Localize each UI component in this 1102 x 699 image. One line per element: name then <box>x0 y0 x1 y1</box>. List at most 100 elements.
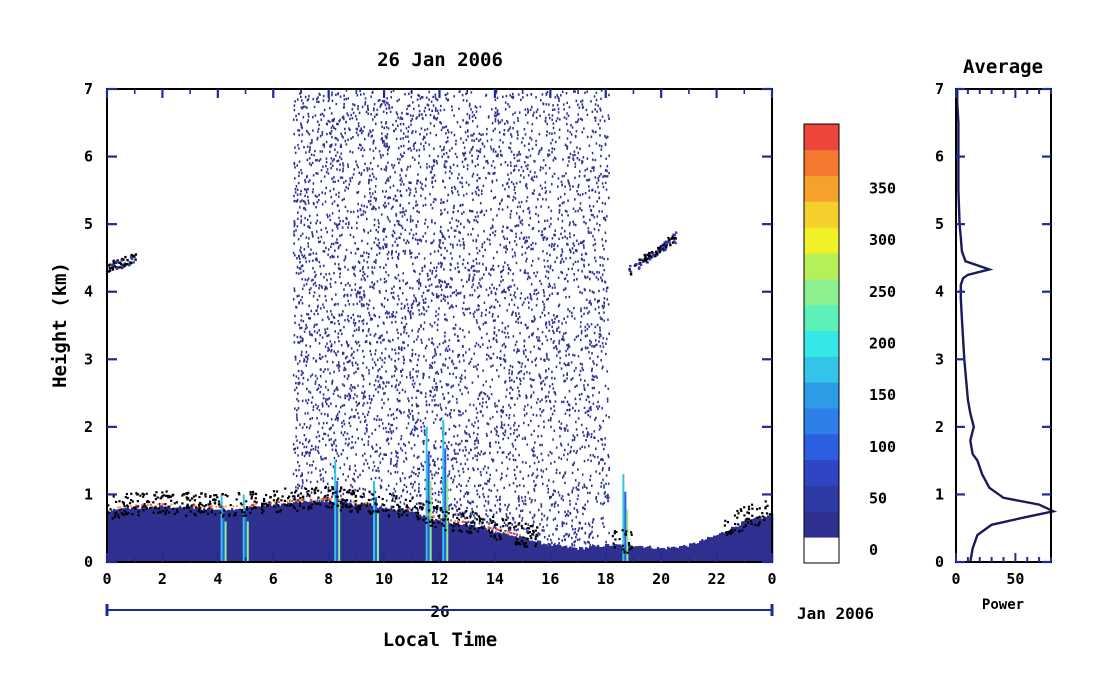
noise-cell <box>515 351 518 354</box>
noise-cell <box>579 321 582 324</box>
noise-cell <box>326 278 328 282</box>
noise-cell <box>326 287 328 290</box>
noise-cell <box>524 405 526 408</box>
noise-cell <box>552 104 554 107</box>
noise-cell <box>569 250 572 253</box>
bl-column <box>549 543 552 562</box>
noise-cell <box>306 356 309 359</box>
noise-cell <box>511 255 514 258</box>
noise-cell <box>453 424 455 428</box>
noise-cell <box>567 443 570 446</box>
noise-cell <box>357 260 360 263</box>
noise-cell <box>362 378 365 381</box>
noise-cell <box>504 359 507 362</box>
noise-cell <box>412 507 414 510</box>
noise-cell <box>474 310 476 314</box>
noise-cell <box>363 355 365 358</box>
noise-cell <box>408 92 410 96</box>
noise-cell <box>514 191 517 195</box>
noise-cell <box>601 342 604 345</box>
noise-cell <box>605 540 607 544</box>
noise-cell <box>464 151 467 155</box>
bl-column <box>483 528 486 562</box>
noise-cell <box>469 294 471 297</box>
noise-cell <box>357 215 359 219</box>
noise-cell <box>441 155 444 158</box>
noise-cell <box>526 403 529 407</box>
noise-cell <box>483 213 486 217</box>
noise-cell <box>547 277 549 280</box>
noise-cell <box>469 360 472 364</box>
noise-cell <box>444 186 446 189</box>
noise-cell <box>329 162 332 165</box>
noise-cell <box>573 354 576 357</box>
noise-cell <box>548 153 551 157</box>
noise-cell <box>457 292 460 295</box>
noise-cell <box>349 180 352 183</box>
noise-cell <box>410 306 413 309</box>
noise-cell <box>378 469 380 473</box>
noise-cell <box>469 512 472 515</box>
noise-cell <box>332 158 335 161</box>
noise-cell <box>362 349 364 353</box>
noise-cell <box>573 317 576 320</box>
noise-cell <box>439 241 441 245</box>
noise-cell <box>425 285 427 288</box>
noise-cell <box>341 176 344 179</box>
noise-cell <box>581 473 584 476</box>
noise-cell <box>597 455 599 459</box>
noise-cell <box>461 212 463 215</box>
noise-cell <box>489 445 492 448</box>
noise-cell <box>499 138 502 142</box>
bl-column <box>277 503 280 562</box>
noise-cell <box>413 147 415 150</box>
noise-cell <box>470 448 472 451</box>
bl-column <box>193 508 196 562</box>
noise-cell <box>495 338 498 342</box>
noise-cell <box>566 145 569 149</box>
noise-cell <box>336 413 339 416</box>
noise-cell <box>383 305 386 308</box>
noise-cell <box>436 116 439 120</box>
noise-cell <box>402 207 404 210</box>
noise-cell <box>296 439 298 442</box>
noise-cell <box>463 296 466 299</box>
noise-cell <box>328 397 331 400</box>
noise-cell <box>361 105 364 109</box>
noise-cell <box>498 145 501 149</box>
noise-cell <box>589 415 592 418</box>
noise-cell <box>554 96 557 99</box>
noise-cell <box>414 187 417 190</box>
noise-cell <box>485 93 488 97</box>
noise-cell <box>480 133 482 136</box>
noise-cell <box>472 276 475 279</box>
bl-column <box>537 540 540 562</box>
noise-cell <box>508 127 511 131</box>
noise-cell <box>423 301 425 304</box>
noise-cell <box>324 432 327 436</box>
noise-cell <box>433 463 435 466</box>
noise-cell <box>418 287 420 290</box>
noise-cell <box>303 223 306 227</box>
noise-cell <box>525 528 528 531</box>
noise-cell <box>608 117 610 120</box>
noise-cell <box>312 357 315 360</box>
noise-cell <box>305 364 308 367</box>
noise-cell <box>531 499 533 502</box>
noise-cell <box>314 114 317 117</box>
noise-cell <box>452 480 454 484</box>
noise-cell <box>381 139 384 142</box>
noise-cell <box>500 357 502 360</box>
noise-cell <box>363 230 366 233</box>
noise-cell <box>471 159 474 163</box>
noise-cell <box>297 143 299 147</box>
noise-cell <box>351 408 353 411</box>
noise-cell <box>410 255 413 259</box>
noise-cell <box>564 277 567 280</box>
noise-cell <box>413 471 415 475</box>
noise-cell <box>517 495 520 498</box>
noise-cell <box>407 241 410 244</box>
noise-cell <box>606 496 609 500</box>
noise-cell <box>540 452 543 456</box>
noise-cell <box>402 122 405 126</box>
